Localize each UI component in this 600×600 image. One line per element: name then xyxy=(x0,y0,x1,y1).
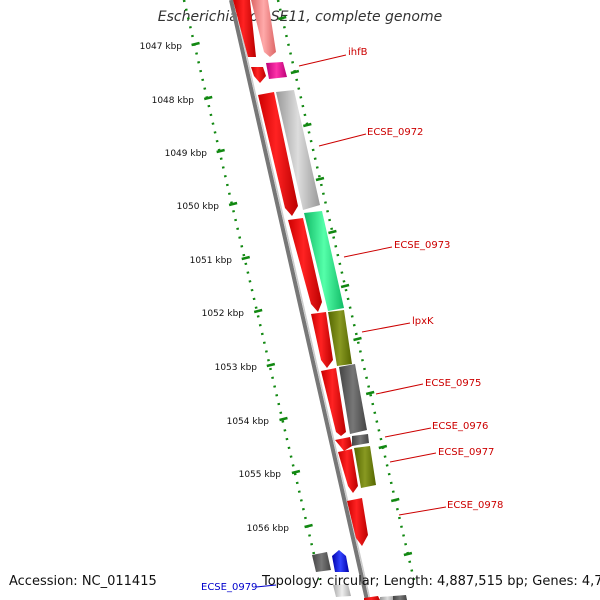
leader-ECSE_0976 xyxy=(384,427,432,438)
inner-tick xyxy=(353,336,362,342)
kbp-tick xyxy=(304,523,313,529)
leader-ihfB xyxy=(298,54,347,67)
inner-tick xyxy=(378,444,388,450)
outer-tick-guide xyxy=(182,0,322,581)
leader-ECSE_0973 xyxy=(343,246,393,258)
kbp-labels: 1047 kbp 1048 kbp 1049 kbp 1050 kbp 1051… xyxy=(140,42,290,534)
genome-backbone xyxy=(229,0,369,600)
inner-tick xyxy=(340,283,350,289)
inner-tick xyxy=(315,176,325,182)
inner-tick-guide xyxy=(276,0,416,581)
gene-feature-ECSE_0973[interactable] xyxy=(304,211,344,311)
gene-feature-ECSE_0975[interactable] xyxy=(339,364,367,434)
cds-track xyxy=(233,0,380,600)
gene-label-ihfB[interactable]: ihfB xyxy=(348,47,368,58)
gene-label-ECSE_0973[interactable]: ECSE_0973 xyxy=(394,240,450,251)
leader-ECSE_0975 xyxy=(375,383,424,395)
gene-feature-lpxK[interactable] xyxy=(328,310,352,366)
kbp-tick xyxy=(216,148,225,154)
kbp-tick xyxy=(291,469,301,475)
cds-feature[interactable] xyxy=(233,0,256,57)
kbp-label: 1053 kbp xyxy=(215,363,258,373)
leader-ECSE_0979 xyxy=(255,584,277,588)
cds-feature[interactable] xyxy=(321,368,346,436)
kbp-label: 1051 kbp xyxy=(190,256,233,266)
gene-feature[interactable] xyxy=(393,595,407,600)
gene-feature[interactable] xyxy=(251,0,276,57)
kbp-label: 1056 kbp xyxy=(247,524,290,534)
kbp-tick xyxy=(279,416,288,422)
gene-feature[interactable] xyxy=(312,552,331,572)
genome-title: Escherichia coli SE11, complete genome xyxy=(157,9,443,25)
gene-labels: ihfB ECSE_0972 ECSE_0973 lpxK ECSE_0975 … xyxy=(201,47,503,593)
inner-tick xyxy=(403,551,413,557)
leader-ECSE_0978 xyxy=(398,506,447,516)
leader-lpxK xyxy=(361,322,411,333)
kbp-label: 1050 kbp xyxy=(177,202,220,212)
kbp-tick xyxy=(253,308,263,314)
inner-tick xyxy=(365,390,375,396)
genome-backbone-highlight xyxy=(233,0,371,600)
gene-feature-ihfB[interactable] xyxy=(266,62,287,79)
kbp-label: 1054 kbp xyxy=(227,417,270,427)
topology-text: Topology: circular; Length: 4,887,515 bp… xyxy=(262,574,600,589)
gene-feature-ECSE_0979[interactable] xyxy=(332,550,349,572)
cds-feature[interactable] xyxy=(311,312,333,368)
kbp-label: 1055 kbp xyxy=(239,470,282,480)
cds-feature[interactable] xyxy=(347,498,368,546)
gene-label-lpxK[interactable]: lpxK xyxy=(412,316,434,327)
gene-feature-ECSE_0972[interactable] xyxy=(276,90,320,210)
gene-label-ECSE_0979[interactable]: ECSE_0979 xyxy=(201,582,257,593)
gene-feature[interactable] xyxy=(380,596,395,600)
cds-feature[interactable] xyxy=(288,218,322,312)
inner-tick xyxy=(290,69,300,75)
inner-tick xyxy=(390,497,400,503)
gene-label-ECSE_0976[interactable]: ECSE_0976 xyxy=(432,421,488,432)
kbp-tick xyxy=(266,362,276,368)
inner-tick xyxy=(328,229,337,235)
kbp-label: 1048 kbp xyxy=(152,96,195,106)
gene-label-ECSE_0972[interactable]: ECSE_0972 xyxy=(367,127,423,138)
cds-feature[interactable] xyxy=(251,67,266,83)
leader-ECSE_0972 xyxy=(318,133,367,147)
kbp-tick xyxy=(228,201,238,207)
leader-ECSE_0977 xyxy=(389,452,437,463)
gene-feature[interactable] xyxy=(333,584,351,597)
label-leaders xyxy=(255,54,447,588)
gene-track xyxy=(251,0,407,600)
gene-label-ECSE_0975[interactable]: ECSE_0975 xyxy=(425,378,481,389)
cds-feature[interactable] xyxy=(335,437,352,451)
gene-feature-ECSE_0976[interactable] xyxy=(352,434,369,446)
gene-label-ECSE_0978[interactable]: ECSE_0978 xyxy=(447,500,503,511)
kbp-tick xyxy=(241,255,251,261)
kbp-label: 1047 kbp xyxy=(140,42,183,52)
kbp-label: 1049 kbp xyxy=(165,149,208,159)
kbp-label: 1052 kbp xyxy=(202,309,245,319)
kbp-tick xyxy=(203,95,213,101)
cds-feature[interactable] xyxy=(364,596,380,600)
kbp-tick xyxy=(191,41,200,47)
inner-tick xyxy=(303,122,312,128)
accession-text: Accession: NC_011415 xyxy=(9,574,157,589)
gene-label-ECSE_0977[interactable]: ECSE_0977 xyxy=(438,447,494,458)
cds-feature[interactable] xyxy=(258,92,298,216)
cds-feature[interactable] xyxy=(338,449,358,493)
gene-feature-ECSE_0977[interactable] xyxy=(354,446,376,488)
inner-tick xyxy=(277,15,287,21)
kbp-ticks xyxy=(191,41,313,529)
inner-ticks xyxy=(277,15,413,557)
